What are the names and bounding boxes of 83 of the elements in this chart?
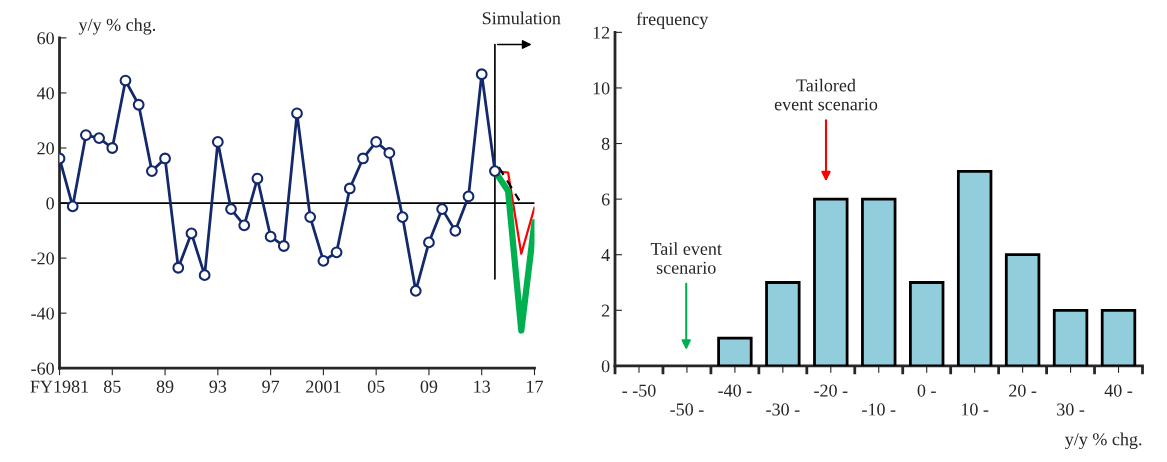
- point: [304, 211, 317, 223]
- point: [489, 165, 501, 178]
- x-tick-label: -30 -: [766, 403, 800, 416]
- point: [132, 98, 145, 111]
- y-tick-label: -60: [31, 362, 54, 375]
- y-tick-label: 12: [593, 26, 610, 39]
- x-tick-label: 85: [103, 380, 121, 393]
- x-tick-label: 10 -: [961, 403, 989, 416]
- x-tick-label: 09: [420, 380, 438, 393]
- y-tick-label: 4: [601, 249, 610, 261]
- x-tick-label: -20 -: [814, 384, 848, 397]
- point: [330, 246, 343, 259]
- point: [317, 254, 330, 267]
- point: [436, 203, 449, 216]
- point: [291, 107, 303, 120]
- y-tick-label: 10: [593, 82, 610, 95]
- y-axis-title: frequency: [636, 12, 709, 29]
- bar: [717, 336, 753, 366]
- point: [396, 211, 409, 223]
- point: [423, 236, 435, 249]
- y-tick-label: 60: [37, 32, 54, 45]
- x-axis-title: y/y % chg.: [1064, 432, 1142, 450]
- point: [264, 230, 277, 243]
- point: [462, 190, 475, 203]
- x-tick-label: 13: [474, 380, 491, 393]
- point: [277, 240, 290, 252]
- y-tick-label: 20: [37, 142, 54, 155]
- point: [225, 203, 237, 216]
- point: [66, 200, 79, 213]
- y-tick-label: 6: [601, 193, 610, 206]
- bar: [956, 169, 993, 366]
- bar: [765, 281, 801, 366]
- point: [251, 172, 264, 185]
- point: [119, 74, 132, 87]
- ref-line-label: Simulation: [482, 11, 561, 25]
- x-tick-label: 17: [527, 380, 543, 393]
- point: [449, 224, 462, 237]
- x-tick-label: 0 -: [917, 384, 936, 397]
- y-tick-label: 40: [36, 87, 54, 100]
- x-tick-label: -50 -: [670, 403, 704, 416]
- x-tick-label: 30 -: [1057, 403, 1085, 416]
- annotation: Tailored event scenario: [774, 78, 878, 111]
- y-tick-label: 2: [601, 304, 610, 317]
- x-tick-label: -10 -: [862, 403, 896, 416]
- point: [185, 227, 198, 240]
- point: [343, 182, 356, 195]
- y-tick-label: -40: [31, 307, 54, 320]
- point: [93, 132, 105, 144]
- point: [211, 136, 224, 148]
- x-tick-label: 97: [262, 380, 280, 393]
- x-tick-label: 93: [209, 380, 227, 393]
- bar: [813, 197, 849, 366]
- point: [198, 269, 211, 282]
- y-axis-title: y/y % chg.: [78, 18, 156, 35]
- x-tick-label: 40 -: [1104, 384, 1133, 397]
- x-tick-label: 05: [367, 380, 385, 393]
- y-tick-label: 0: [601, 360, 610, 373]
- point: [145, 165, 158, 178]
- point: [238, 219, 251, 232]
- x-tick-label: FY1981: [30, 380, 89, 393]
- bar: [861, 197, 897, 366]
- point: [357, 152, 369, 165]
- point: [409, 284, 422, 297]
- point: [80, 129, 92, 141]
- point: [370, 136, 383, 148]
- bar: [909, 281, 945, 366]
- x-tick-label: -40 -: [718, 384, 752, 397]
- bar: [1100, 308, 1137, 366]
- y-tick-label: -20: [31, 252, 54, 265]
- x-tick-label: 20 -: [1009, 384, 1037, 397]
- bar: [1052, 308, 1089, 366]
- point: [159, 152, 171, 165]
- point: [383, 147, 396, 159]
- y-tick-label: 8: [601, 137, 610, 150]
- x-tick-label: 2001: [306, 380, 341, 393]
- point: [106, 142, 119, 154]
- x-tick-label: 89: [156, 380, 174, 393]
- bar: [1004, 253, 1041, 366]
- y-tick-label: 0: [46, 197, 54, 210]
- x-tick-label: - -50: [622, 384, 656, 397]
- point: [172, 261, 185, 274]
- point: [475, 68, 488, 81]
- annotation: Tail event scenario: [650, 242, 722, 274]
